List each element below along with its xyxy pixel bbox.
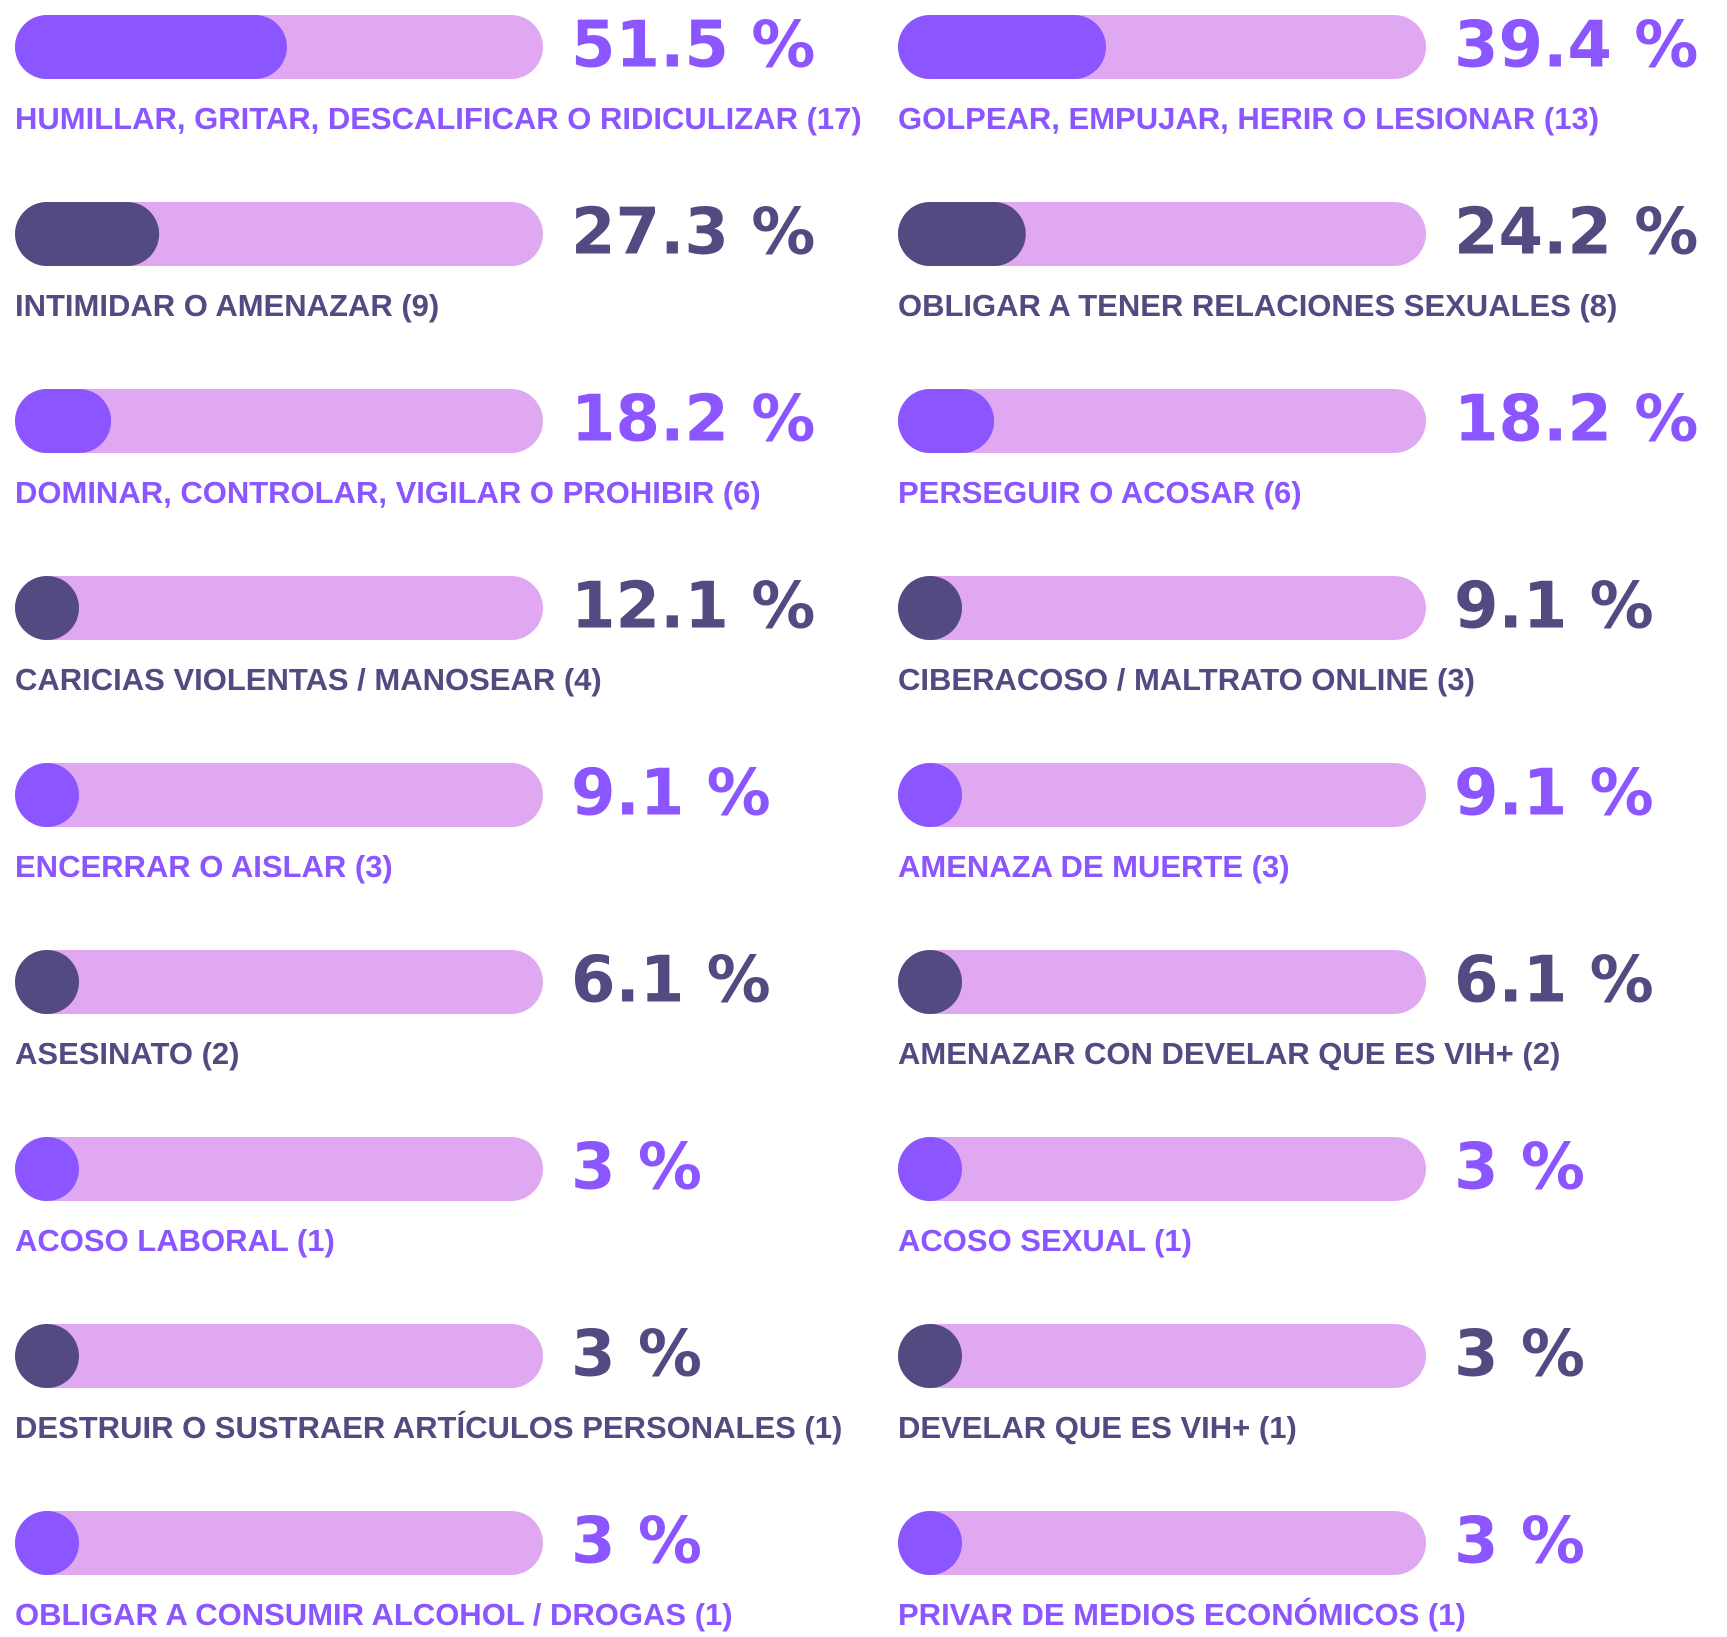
- bar: [898, 763, 962, 827]
- bar-track: [15, 1511, 543, 1575]
- bar-track: [898, 1137, 1426, 1201]
- category-label: PRIVAR DE MEDIOS ECONÓMICOS (1): [898, 1596, 1466, 1632]
- value-label: 3 %: [571, 1505, 702, 1579]
- bar-track: [15, 1137, 543, 1201]
- category-label: ENCERRAR O AISLAR (3): [15, 849, 393, 884]
- bar: [898, 1324, 962, 1388]
- value-label: 6.1 %: [1454, 944, 1654, 1018]
- category-label: ASESINATO (2): [15, 1036, 240, 1071]
- value-label: 27.3 %: [571, 196, 815, 270]
- value-label: 9.1 %: [1454, 757, 1654, 831]
- bar-track: [15, 1324, 543, 1388]
- value-label: 3 %: [1454, 1318, 1585, 1392]
- category-label: HUMILLAR, GRITAR, DESCALIFICAR O RIDICUL…: [15, 101, 862, 136]
- bar: [898, 950, 962, 1014]
- value-label: 39.4 %: [1454, 9, 1698, 83]
- bar-track: [15, 576, 543, 640]
- bar: [15, 1137, 79, 1201]
- bar: [15, 763, 79, 827]
- bar: [898, 1137, 962, 1201]
- category-label: AMENAZAR CON DEVELAR QUE ES VIH+ (2): [898, 1036, 1560, 1071]
- value-label: 6.1 %: [571, 944, 771, 1018]
- bar: [15, 950, 79, 1014]
- value-label: 9.1 %: [571, 757, 771, 831]
- bar-track: [15, 950, 543, 1014]
- bar-track: [898, 1511, 1426, 1575]
- value-label: 3 %: [1454, 1131, 1585, 1205]
- bar-track: [898, 1324, 1426, 1388]
- bar-track: [898, 950, 1426, 1014]
- bar: [15, 1511, 79, 1575]
- bar: [898, 389, 995, 453]
- category-label: OBLIGAR A TENER RELACIONES SEXUALES (8): [898, 288, 1617, 323]
- value-label: 18.2 %: [571, 383, 815, 457]
- category-label: PERSEGUIR O ACOSAR (6): [898, 475, 1302, 510]
- value-label: 12.1 %: [571, 570, 815, 644]
- category-label: DEVELAR QUE ES VIH+ (1): [898, 1410, 1297, 1445]
- value-label: 9.1 %: [1454, 570, 1654, 644]
- value-label: 24.2 %: [1454, 196, 1698, 270]
- bar-track: [898, 389, 1426, 453]
- value-label: 18.2 %: [1454, 383, 1698, 457]
- value-label: 3 %: [571, 1318, 702, 1392]
- bar: [15, 576, 79, 640]
- bar: [15, 202, 160, 266]
- category-label: GOLPEAR, EMPUJAR, HERIR O LESIONAR (13): [898, 101, 1599, 136]
- category-label: DOMINAR, CONTROLAR, VIGILAR O PROHIBIR (…: [15, 475, 761, 510]
- category-label: ACOSO LABORAL (1): [15, 1223, 335, 1258]
- value-label: 3 %: [571, 1131, 702, 1205]
- bar: [898, 15, 1107, 79]
- category-label: CARICIAS VIOLENTAS / MANOSEAR (4): [15, 662, 602, 697]
- bar-track: [15, 389, 543, 453]
- category-label: AMENAZA DE MUERTE (3): [898, 849, 1290, 884]
- category-label: ACOSO SEXUAL (1): [898, 1223, 1192, 1258]
- bar: [15, 389, 112, 453]
- bar: [15, 15, 287, 79]
- value-label: 51.5 %: [571, 9, 815, 83]
- bar-track: [15, 763, 543, 827]
- bar-track: [898, 202, 1426, 266]
- bar: [15, 1324, 79, 1388]
- bar: [898, 202, 1026, 266]
- category-label: INTIMIDAR O AMENAZAR (9): [15, 288, 439, 323]
- bar-track: [898, 763, 1426, 827]
- category-label: OBLIGAR A CONSUMIR ALCOHOL / DROGAS (1): [15, 1597, 733, 1632]
- bar: [898, 1511, 962, 1575]
- category-label: CIBERACOSO / MALTRATO ONLINE (3): [898, 662, 1475, 697]
- bar: [898, 576, 962, 640]
- category-label: DESTRUIR O SUSTRAER ARTÍCULOS PERSONALES…: [15, 1410, 842, 1445]
- value-label: 3 %: [1454, 1505, 1585, 1579]
- bar-track: [898, 576, 1426, 640]
